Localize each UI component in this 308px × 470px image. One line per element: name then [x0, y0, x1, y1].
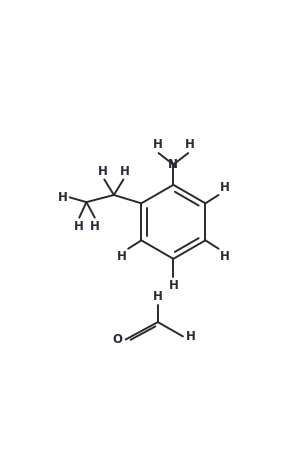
Text: H: H — [220, 181, 229, 194]
Text: H: H — [153, 290, 163, 303]
Text: O: O — [112, 333, 122, 346]
Text: H: H — [152, 138, 162, 151]
Text: H: H — [98, 164, 108, 178]
Text: H: H — [90, 220, 100, 233]
Text: H: H — [184, 138, 194, 151]
Text: H: H — [117, 250, 127, 263]
Text: H: H — [120, 164, 130, 178]
Text: H: H — [74, 220, 84, 233]
Text: H: H — [168, 279, 178, 292]
Text: H: H — [58, 191, 68, 204]
Text: N: N — [168, 158, 178, 171]
Text: H: H — [220, 250, 229, 263]
Text: H: H — [186, 330, 196, 343]
